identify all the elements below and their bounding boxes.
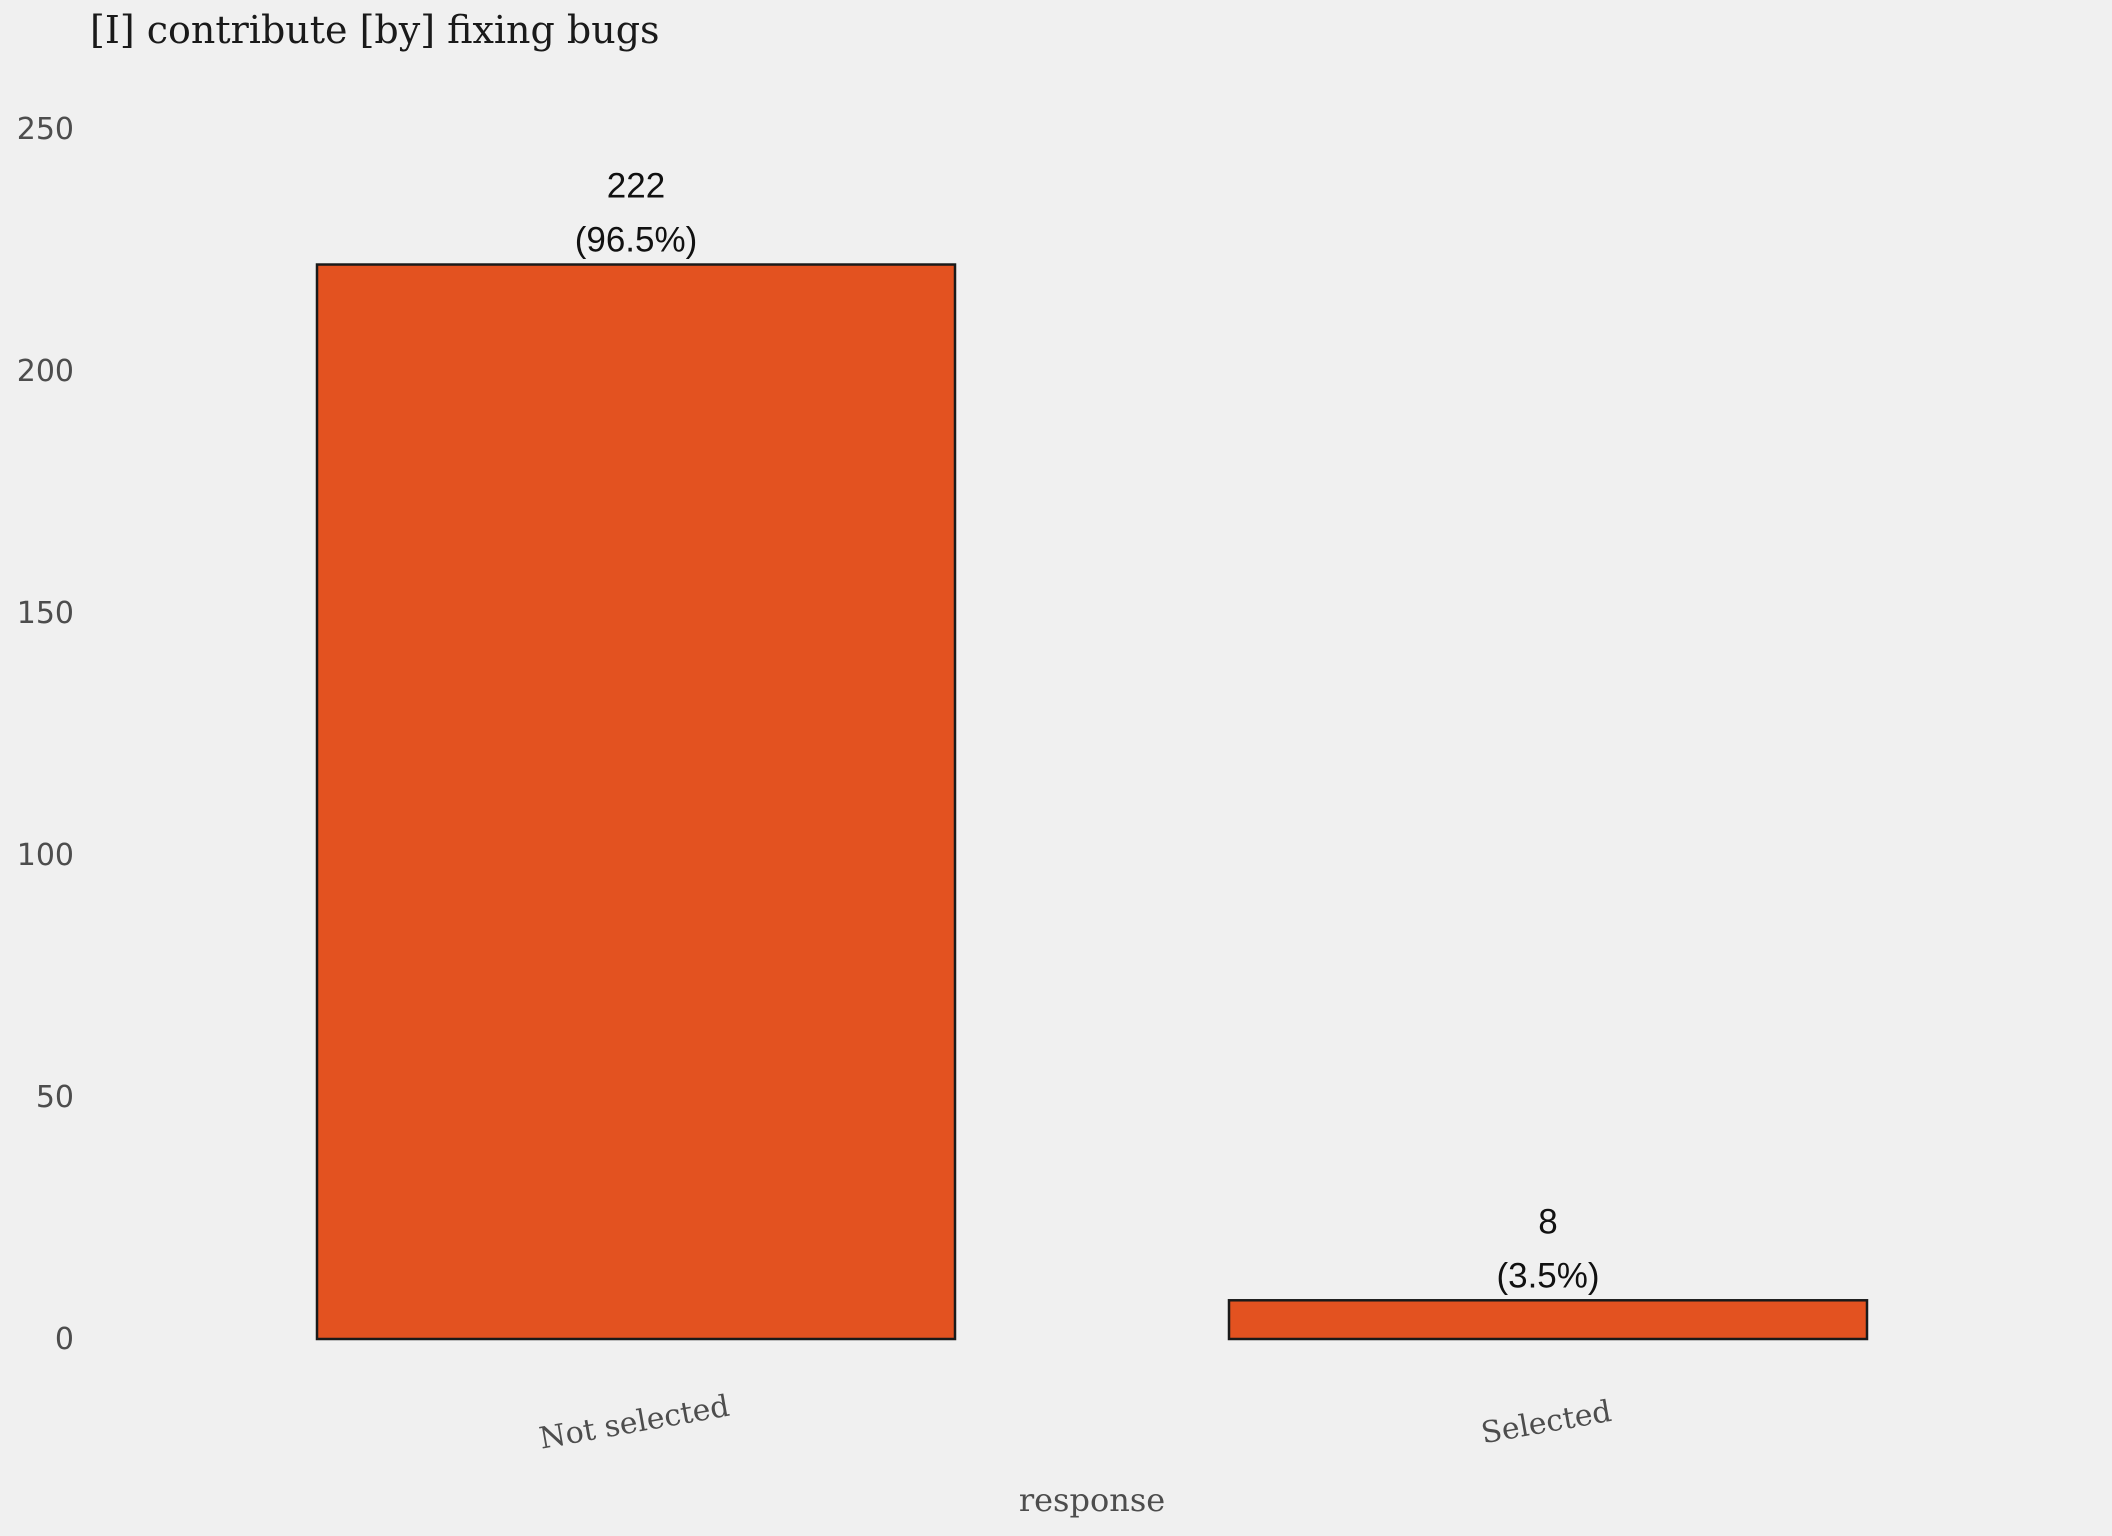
y-tick-label: 150	[17, 596, 74, 631]
bar-percent-label: (96.5%)	[575, 221, 698, 260]
y-tick-label: 250	[17, 112, 74, 147]
y-tick-label: 100	[17, 838, 74, 873]
bars: 222 (96.5%) 8 (3.5%)	[315, 167, 1869, 1341]
y-tick-label: 200	[17, 354, 74, 389]
bar-value-label: 222	[607, 167, 665, 206]
x-tick-label: Not selected	[537, 1389, 732, 1457]
bar	[315, 263, 957, 1341]
bar-value-label: 8	[1538, 1202, 1557, 1241]
x-tick-label: Selected	[1479, 1394, 1615, 1451]
bar	[1227, 1299, 1869, 1341]
y-tick-label: 50	[36, 1080, 74, 1115]
bar-percent-label: (3.5%)	[1496, 1256, 1599, 1295]
y-tick-label: 0	[55, 1322, 74, 1357]
chart-title: [I] contribute [by] fixing bugs	[90, 8, 660, 52]
x-axis: Not selected Selected	[537, 1389, 1614, 1457]
x-axis-label: response	[1019, 1481, 1165, 1519]
y-axis: 0 50 100 150 200 250	[17, 112, 74, 1357]
